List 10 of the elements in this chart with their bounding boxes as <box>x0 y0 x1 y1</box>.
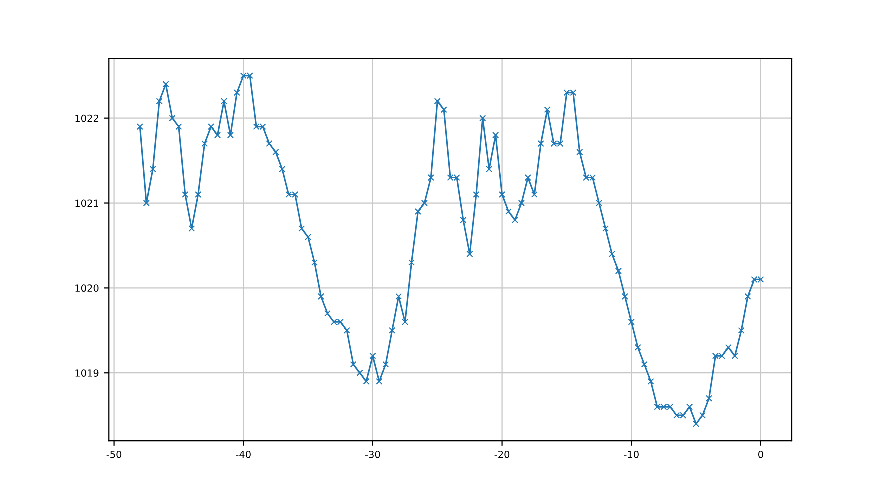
x-tick-label: -10 <box>624 450 639 458</box>
y-tick-label: 1021 <box>76 200 98 208</box>
y-tick-label: 1020 <box>76 284 99 292</box>
x-tick-label: -20 <box>494 450 510 458</box>
y-tick-label: 1019 <box>76 370 99 377</box>
x-tick-label: 0 <box>758 450 764 458</box>
x-tick-label: -40 <box>236 450 251 458</box>
y-tick-label: 1022 <box>76 114 98 122</box>
x-tick-label: -50 <box>106 450 122 458</box>
x-tick-label: -30 <box>365 450 380 458</box>
